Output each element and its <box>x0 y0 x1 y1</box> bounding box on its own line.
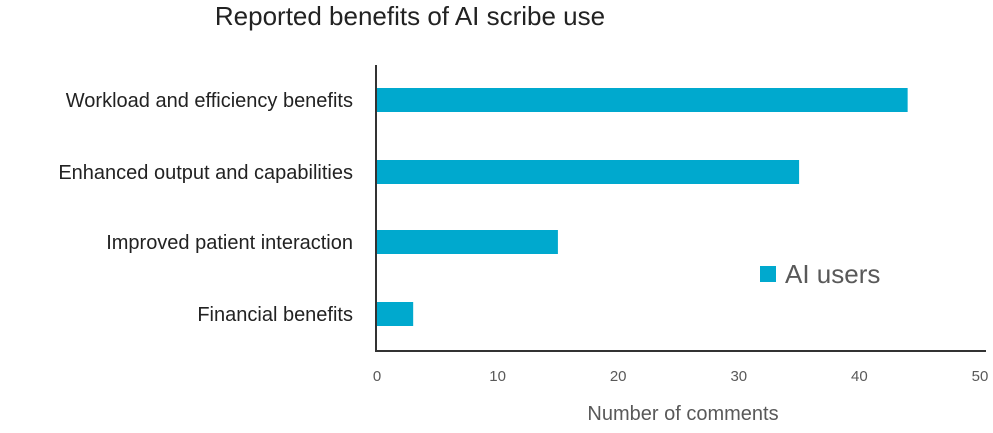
legend-label: AI users <box>785 259 880 289</box>
x-axis-label: Number of comments <box>587 403 778 425</box>
legend-swatch <box>760 266 776 282</box>
bar <box>377 302 414 326</box>
bar <box>377 88 908 112</box>
chart-title: Reported benefits of AI scribe use <box>215 1 605 31</box>
category-label: Enhanced output and capabilities <box>58 162 353 184</box>
x-tick-label: 10 <box>489 368 506 385</box>
x-tick-label: 30 <box>730 368 747 385</box>
x-tick-label: 0 <box>373 368 381 385</box>
category-label: Workload and efficiency benefits <box>66 90 353 112</box>
bar <box>377 230 558 254</box>
x-tick-label: 40 <box>851 368 868 385</box>
category-label: Financial benefits <box>197 304 353 326</box>
x-tick-label: 50 <box>972 368 989 385</box>
bar <box>377 160 800 184</box>
x-tick-label: 20 <box>610 368 627 385</box>
category-label: Improved patient interaction <box>106 232 353 254</box>
